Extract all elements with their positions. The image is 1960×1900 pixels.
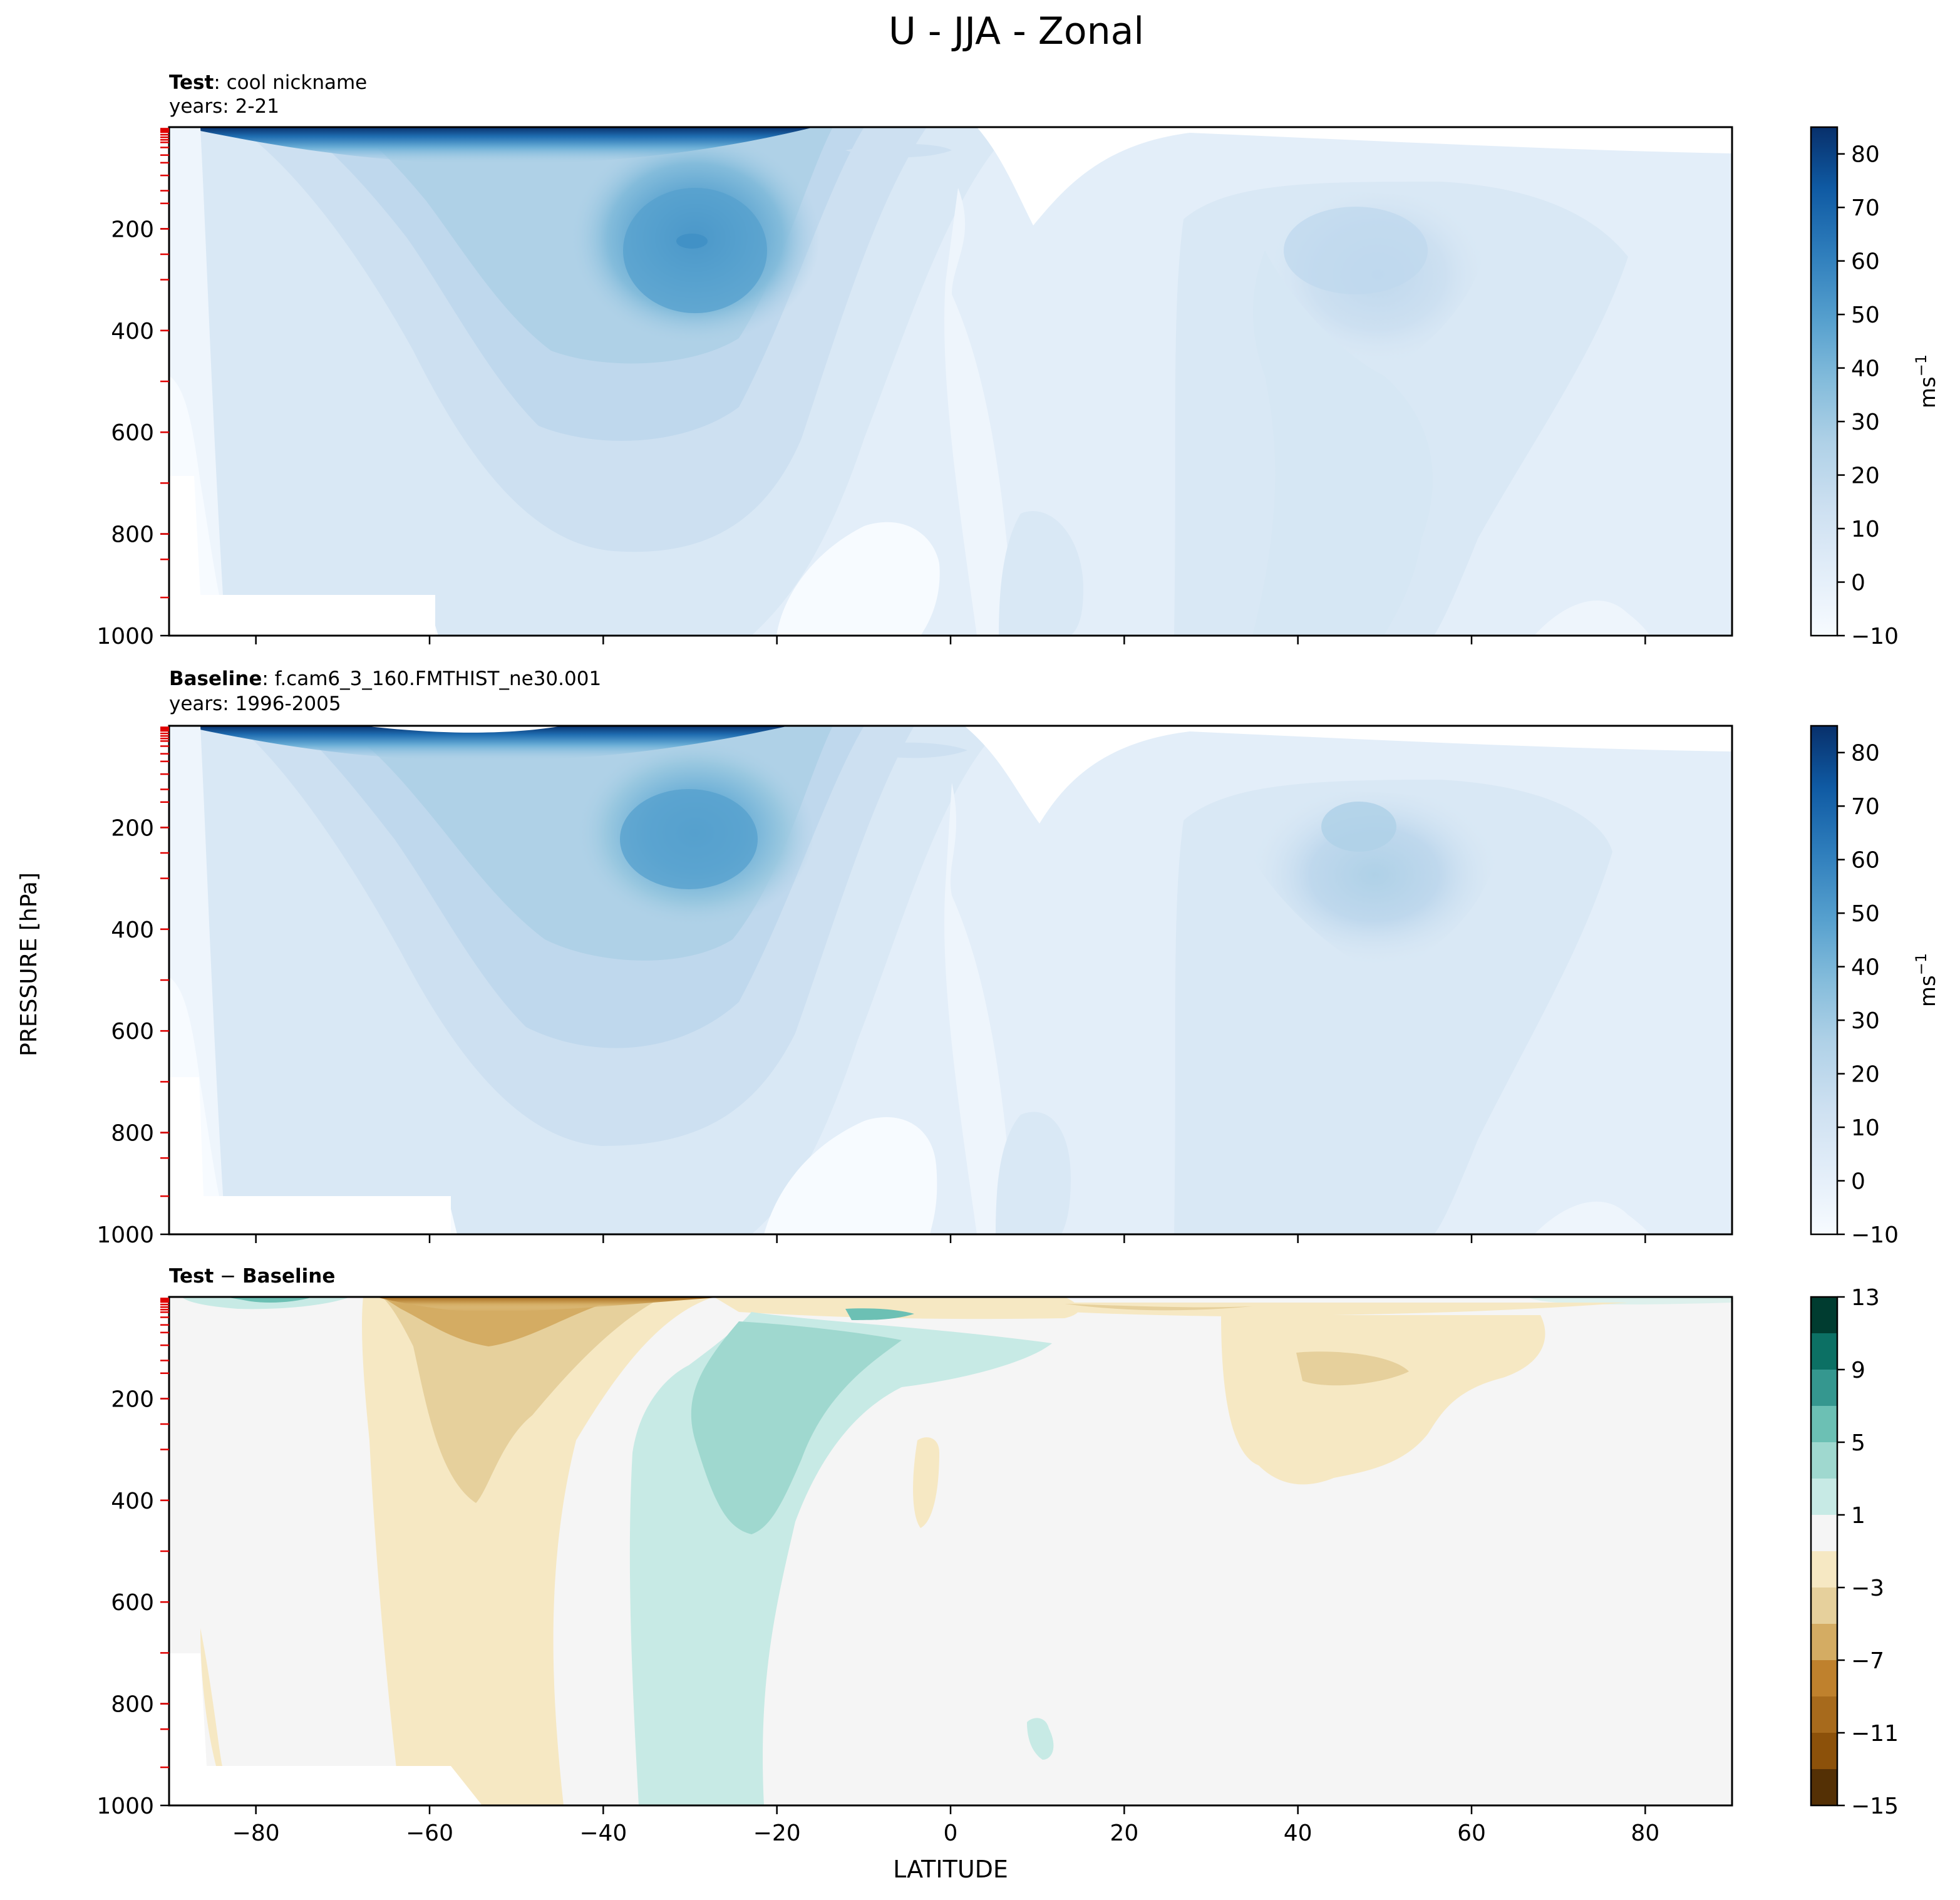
colorbar-tick-label: 30	[1851, 410, 1880, 435]
colorbar-band	[1811, 1370, 1837, 1406]
colorbar-tick-label: 50	[1851, 901, 1880, 927]
colorbar-tick-label: 1	[1851, 1503, 1865, 1529]
colorbar-band	[1811, 1769, 1837, 1805]
colorbar-band	[1811, 1588, 1837, 1624]
panel-test-years: years: 2-21	[169, 95, 279, 118]
y-tick-label-600: 600	[111, 1590, 154, 1616]
colorbar-frame	[1810, 126, 1839, 637]
x-tick-label--40: −40	[579, 1820, 627, 1846]
colorbar-unit-base: ms	[1916, 376, 1941, 408]
colorbar-unit-base: ms	[1916, 975, 1941, 1007]
colorbar-tick-label: 50	[1851, 302, 1880, 328]
colorbar-unit-label: ms−1	[1912, 953, 1941, 1007]
colorbar-tick-label: 40	[1851, 955, 1880, 981]
x-tick-label-40: 40	[1284, 1820, 1313, 1846]
panel-baseline-years: years: 1996-2005	[169, 693, 341, 715]
y-tick-label-400: 400	[111, 917, 154, 943]
colorbar-unit-exponent: −1	[1912, 953, 1930, 975]
colorbar-band	[1811, 1297, 1837, 1333]
colorbar-tick-label: 70	[1851, 794, 1880, 820]
y-tick-label-1000: 1000	[96, 624, 154, 649]
colorbar-band	[1811, 1515, 1837, 1551]
colorbar-tick-label: 40	[1851, 356, 1880, 382]
y-tick-label-200: 200	[111, 815, 154, 841]
colorbar-band	[1811, 1660, 1837, 1696]
x-tick-label--80: −80	[232, 1820, 280, 1846]
colorbar-tick-label: 0	[1851, 1169, 1865, 1195]
panel-test: Test: cool nickname years: 2-21	[168, 71, 1733, 637]
panel-baseline-label: Baseline: f.cam6_3_160.FMTHIST_ne30.001	[169, 668, 601, 690]
colorbar-tick-label: −11	[1851, 1721, 1899, 1747]
figure-title: U - JJA - Zonal	[889, 9, 1144, 53]
y-tick-label-400: 400	[111, 319, 154, 344]
y-tick-label-800: 800	[111, 1121, 154, 1147]
y-tick-label-800: 800	[111, 1692, 154, 1718]
panel-difference-label: Test − Baseline	[169, 1265, 335, 1288]
colorbar-tick-label: 20	[1851, 463, 1880, 489]
colorbar-tick-label: 60	[1851, 249, 1880, 275]
x-tick-label-80: 80	[1631, 1820, 1659, 1846]
colorbar-unit-exponent: −1	[1912, 354, 1930, 376]
colorbar-unit-label: ms−1	[1912, 354, 1941, 408]
colorbar-band	[1811, 1733, 1837, 1769]
colorbar-tick-label: −3	[1851, 1576, 1884, 1601]
colorbar-tick-label: 60	[1851, 848, 1880, 874]
y-tick-label-1000: 1000	[96, 1222, 154, 1248]
panel-test-label: Test: cool nickname	[169, 71, 367, 94]
colorbar-tick-label: 70	[1851, 195, 1880, 221]
colorbar-tick-label: −7	[1851, 1648, 1884, 1674]
colorbar-band	[1811, 1624, 1837, 1660]
x-tick-label-60: 60	[1457, 1820, 1486, 1846]
colorbar-tick-label: 80	[1851, 142, 1880, 168]
colorbar-tick-label: 80	[1851, 741, 1880, 767]
panel-baseline-field	[169, 726, 1732, 1234]
colorbar-frame	[1810, 1296, 1839, 1807]
y-tick-label-200: 200	[111, 1386, 154, 1412]
panel-difference-field	[169, 1297, 1732, 1805]
colorbar-tick-label: 13	[1851, 1285, 1880, 1311]
panel-test-field	[169, 127, 1732, 636]
panel-difference: Test − Baseline	[168, 1265, 1733, 1807]
colorbar-band	[1811, 1442, 1837, 1479]
colorbar-band	[1811, 1406, 1837, 1442]
colorbar-band	[1811, 1333, 1837, 1370]
colorbar-band	[1811, 1696, 1837, 1733]
colorbar-tick-label: 10	[1851, 1115, 1880, 1141]
colorbar-tick-label: −10	[1851, 1222, 1899, 1248]
colorbar-tick-label: −15	[1851, 1794, 1899, 1819]
x-axis-label: LATITUDE	[893, 1856, 1008, 1883]
colorbar-tick-label: −10	[1851, 624, 1899, 649]
colorbar-fill	[1811, 726, 1837, 1234]
y-axis-label: PRESSURE [hPa]	[16, 872, 42, 1056]
y-tick-label-600: 600	[111, 420, 154, 446]
colorbar-tick-label: 9	[1851, 1358, 1865, 1383]
y-tick-label-600: 600	[111, 1019, 154, 1045]
y-tick-label-200: 200	[111, 217, 154, 242]
x-tick-label--60: −60	[406, 1820, 453, 1846]
colorbar-tick-label: 5	[1851, 1430, 1865, 1456]
panel-baseline: Baseline: f.cam6_3_160.FMTHIST_ne30.001 …	[168, 668, 1733, 1236]
axes-layer: 200400600800100080706050403020100−10ms−1…	[96, 126, 1941, 1846]
y-tick-label-800: 800	[111, 522, 154, 548]
colorbar-tick-label: 20	[1851, 1062, 1880, 1088]
colorbar-frame	[1810, 725, 1839, 1236]
colorbar-tick-label: 10	[1851, 517, 1880, 542]
colorbar-tick-label: 0	[1851, 571, 1865, 596]
colorbar-fill	[1811, 127, 1837, 636]
colorbar-band	[1811, 1551, 1837, 1588]
y-tick-label-400: 400	[111, 1489, 154, 1514]
colorbar-tick-label: 30	[1851, 1008, 1880, 1034]
x-tick-label--20: −20	[753, 1820, 801, 1846]
colorbar-band	[1811, 1479, 1837, 1515]
x-tick-label-0: 0	[944, 1820, 958, 1846]
y-tick-label-1000: 1000	[96, 1794, 154, 1819]
x-tick-label-20: 20	[1110, 1820, 1138, 1846]
